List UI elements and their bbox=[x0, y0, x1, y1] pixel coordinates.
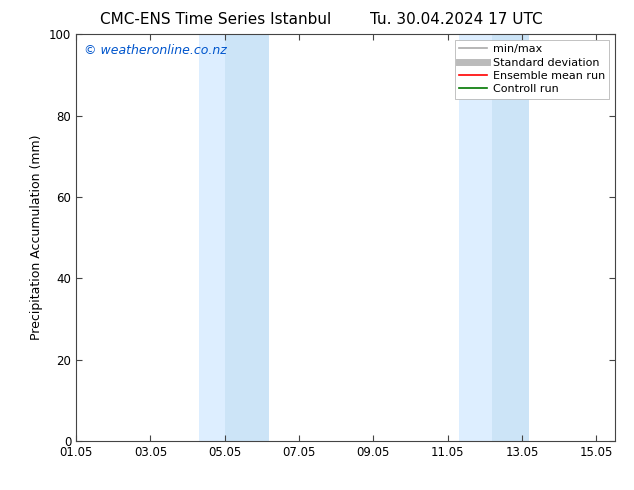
Text: Tu. 30.04.2024 17 UTC: Tu. 30.04.2024 17 UTC bbox=[370, 12, 543, 27]
Y-axis label: Precipitation Accumulation (mm): Precipitation Accumulation (mm) bbox=[30, 135, 43, 341]
Text: © weatheronline.co.nz: © weatheronline.co.nz bbox=[84, 45, 227, 57]
Bar bbox=[493, 34, 529, 441]
Bar bbox=[224, 34, 269, 441]
Bar bbox=[198, 34, 224, 441]
Text: CMC-ENS Time Series Istanbul: CMC-ENS Time Series Istanbul bbox=[100, 12, 331, 27]
Bar bbox=[459, 34, 493, 441]
Legend: min/max, Standard deviation, Ensemble mean run, Controll run: min/max, Standard deviation, Ensemble me… bbox=[455, 40, 609, 99]
